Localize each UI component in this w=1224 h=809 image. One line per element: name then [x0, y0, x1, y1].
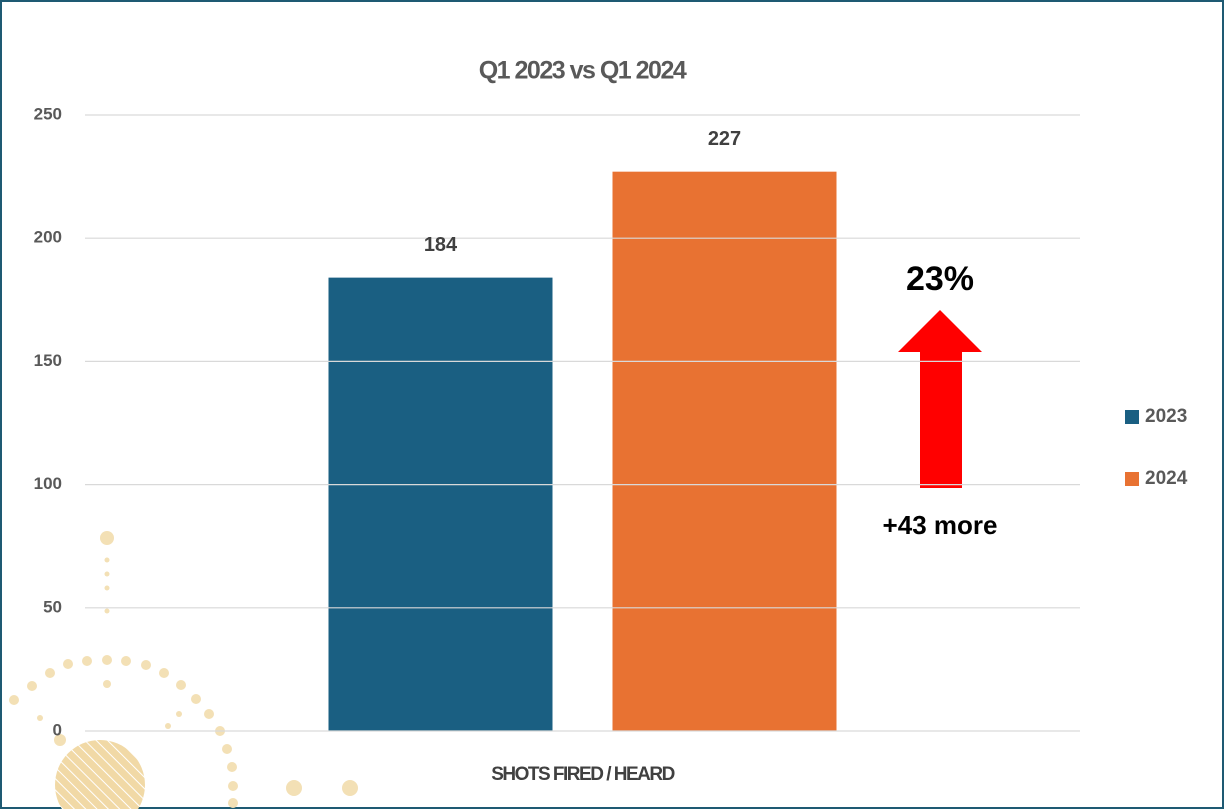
y-tick-label: 200 — [34, 228, 62, 247]
legend-label: 2024 — [1145, 468, 1188, 489]
data-label: 227 — [708, 128, 741, 150]
legend-swatch — [1125, 472, 1139, 486]
chart-title: Q1 2023 vs Q1 2024 — [479, 57, 687, 85]
x-tick-label: SHOTS FIRED / HEARD — [491, 764, 674, 785]
bar — [613, 172, 837, 731]
legend-swatch — [1125, 410, 1139, 424]
y-tick-label: 250 — [34, 104, 62, 123]
bar — [329, 278, 553, 731]
legend-label: 2023 — [1145, 406, 1187, 427]
annotation: +43 more — [883, 510, 998, 540]
data-label: 184 — [424, 234, 458, 256]
y-tick-label: 50 — [43, 597, 62, 616]
annotation: 23% — [906, 260, 974, 298]
chart: Q1 2023 vs Q1 2024 23% +43 more 0 50 100 15… — [0, 0, 1224, 809]
y-tick-label: 100 — [34, 474, 62, 493]
page: Q1 2023 vs Q1 2024 23% +43 more 0 50 100 15… — [0, 0, 1224, 809]
y-tick-label: 0 — [53, 720, 62, 739]
y-tick-label: 150 — [34, 351, 62, 370]
